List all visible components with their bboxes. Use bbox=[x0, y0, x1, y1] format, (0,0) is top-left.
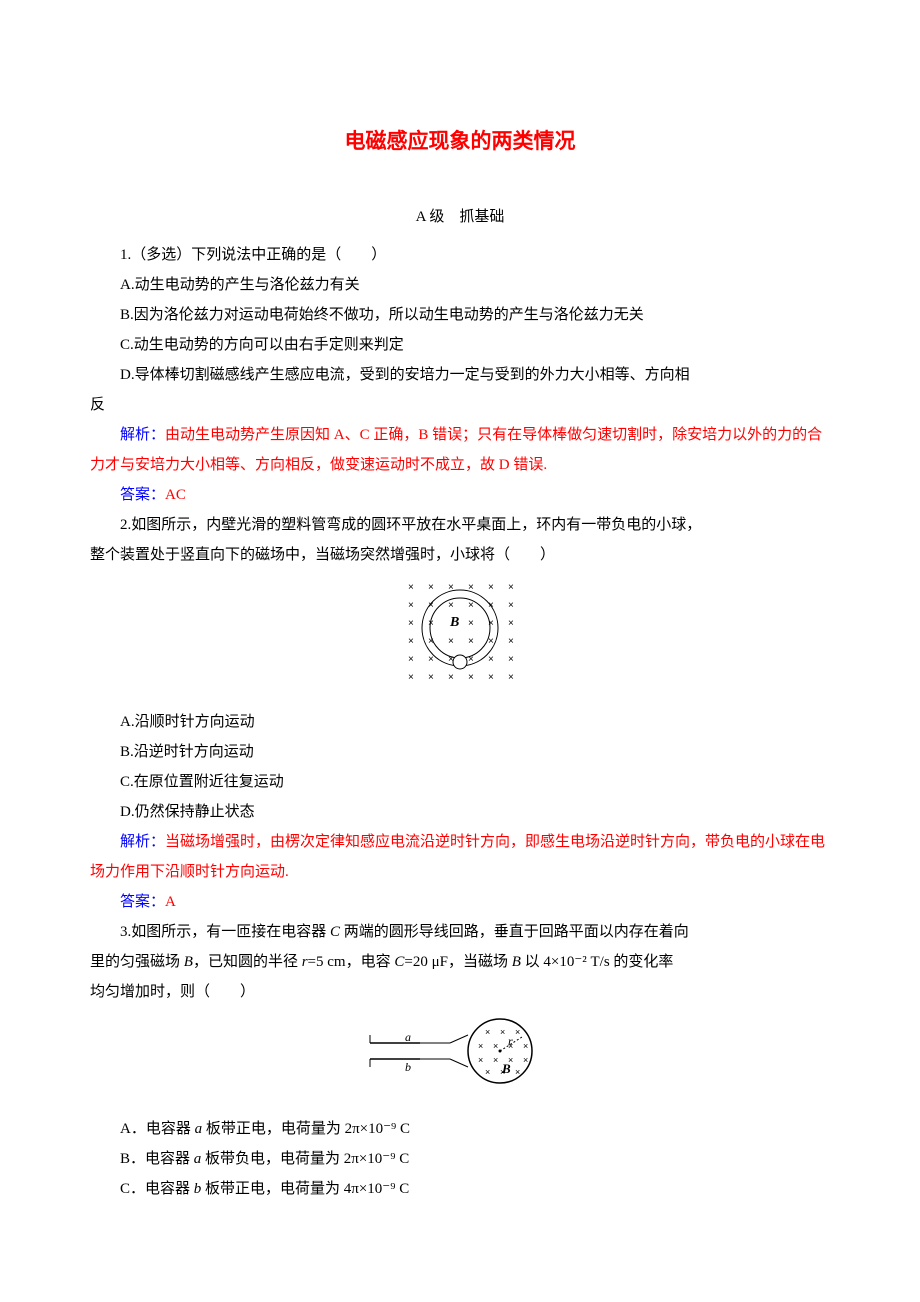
svg-text:×: × bbox=[448, 636, 454, 647]
explanation-label: 解析： bbox=[120, 427, 165, 443]
svg-text:×: × bbox=[493, 1041, 498, 1051]
section-label: A 级 抓基础 bbox=[90, 202, 830, 232]
q3-stem-line3: 均匀增加时，则（ ） bbox=[90, 977, 830, 1007]
q3-figure: a b ××× ×××× ×××× ××× r B bbox=[90, 1015, 830, 1106]
svg-text:×: × bbox=[428, 654, 434, 665]
svg-text:×: × bbox=[508, 618, 514, 629]
svg-text:×: × bbox=[428, 672, 434, 683]
explanation-text: 由动生电动势产生原因知 A、C 正确，B 错误；只有在导体棒做匀速切割时，除安培… bbox=[90, 427, 822, 473]
answer-label: 答案： bbox=[120, 487, 165, 503]
svg-text:×: × bbox=[515, 1067, 520, 1077]
svg-text:×: × bbox=[468, 600, 474, 611]
q1-option-d-line2: 反 bbox=[90, 390, 830, 420]
q3-option-a: A．电容器 a 板带正电，电荷量为 2π×10⁻⁹ C bbox=[90, 1114, 830, 1144]
q1-stem: 1.（多选）下列说法中正确的是（ ） bbox=[90, 240, 830, 270]
svg-text:×: × bbox=[508, 654, 514, 665]
document-page: 电磁感应现象的两类情况 A 级 抓基础 1.（多选）下列说法中正确的是（ ） A… bbox=[0, 0, 920, 1264]
svg-text:×: × bbox=[488, 582, 494, 593]
svg-text:×: × bbox=[408, 636, 414, 647]
svg-text:×: × bbox=[408, 618, 414, 629]
q1-option-c: C.动生电动势的方向可以由右手定则来判定 bbox=[90, 330, 830, 360]
svg-text:×: × bbox=[468, 618, 474, 629]
q1-answer: 答案：AC bbox=[90, 480, 830, 510]
q3-fig-label-b: b bbox=[405, 1060, 411, 1074]
svg-text:×: × bbox=[485, 1027, 490, 1037]
q2-option-d: D.仍然保持静止状态 bbox=[90, 797, 830, 827]
svg-text:×: × bbox=[493, 1055, 498, 1065]
document-title: 电磁感应现象的两类情况 bbox=[90, 120, 830, 162]
svg-text:×: × bbox=[508, 636, 514, 647]
q2-explanation: 解析：当磁场增强时，由楞次定律知感应电流沿逆时针方向，即感生电场沿逆时针方向，带… bbox=[90, 827, 830, 887]
q1-option-a: A.动生电动势的产生与洛伦兹力有关 bbox=[90, 270, 830, 300]
svg-text:×: × bbox=[468, 672, 474, 683]
q1-explanation: 解析：由动生电动势产生原因知 A、C 正确，B 错误；只有在导体棒做匀速切割时，… bbox=[90, 420, 830, 480]
svg-text:×: × bbox=[508, 600, 514, 611]
q2-option-b: B.沿逆时针方向运动 bbox=[90, 737, 830, 767]
svg-text:×: × bbox=[408, 600, 414, 611]
q2-option-c: C.在原位置附近往复运动 bbox=[90, 767, 830, 797]
answer-label: 答案： bbox=[120, 894, 165, 910]
svg-text:×: × bbox=[523, 1041, 528, 1051]
q2-option-a: A.沿顺时针方向运动 bbox=[90, 707, 830, 737]
svg-text:×: × bbox=[508, 672, 514, 683]
q3-stem-line2: 里的匀强磁场 B，已知圆的半径 r=5 cm，电容 C=20 μF，当磁场 B … bbox=[90, 947, 830, 977]
q3-stem-line1: 3.如图所示，有一匝接在电容器 C 两端的圆形导线回路，垂直于回路平面以内存在着… bbox=[90, 917, 830, 947]
svg-text:×: × bbox=[408, 582, 414, 593]
q3-fig-label-r: r bbox=[508, 1034, 513, 1048]
svg-text:×: × bbox=[478, 1041, 483, 1051]
q3-option-b: B．电容器 a 板带负电，电荷量为 2π×10⁻⁹ C bbox=[90, 1144, 830, 1174]
svg-text:×: × bbox=[485, 1067, 490, 1077]
svg-text:×: × bbox=[523, 1055, 528, 1065]
answer-text: AC bbox=[165, 487, 186, 503]
q3-fig-label-B: B bbox=[501, 1061, 511, 1076]
explanation-label: 解析： bbox=[120, 834, 165, 850]
svg-text:×: × bbox=[448, 672, 454, 683]
svg-text:×: × bbox=[515, 1027, 520, 1037]
q3-option-c: C．电容器 b 板带正电，电荷量为 4π×10⁻⁹ C bbox=[90, 1174, 830, 1204]
svg-text:×: × bbox=[408, 654, 414, 665]
q1-option-d-line1: D.导体棒切割磁感线产生感应电流，受到的安培力一定与受到的外力大小相等、方向相 bbox=[90, 360, 830, 390]
q2-stem-line2: 整个装置处于竖直向下的磁场中，当磁场突然增强时，小球将（ ） bbox=[90, 540, 830, 570]
q2-stem-line1: 2.如图所示，内壁光滑的塑料管弯成的圆环平放在水平桌面上，环内有一带负电的小球， bbox=[90, 510, 830, 540]
explanation-text: 当磁场增强时，由楞次定律知感应电流沿逆时针方向，即感生电场沿逆时针方向，带负电的… bbox=[90, 834, 825, 880]
svg-text:×: × bbox=[478, 1055, 483, 1065]
q3-fig-label-a: a bbox=[405, 1030, 411, 1044]
svg-text:×: × bbox=[468, 636, 474, 647]
svg-text:×: × bbox=[508, 582, 514, 593]
q2-answer: 答案：A bbox=[90, 887, 830, 917]
svg-text:×: × bbox=[448, 600, 454, 611]
q1-option-b: B.因为洛伦兹力对运动电荷始终不做功，所以动生电动势的产生与洛伦兹力无关 bbox=[90, 300, 830, 330]
svg-text:×: × bbox=[408, 672, 414, 683]
q2-figure: ×××××× ×××××× ××××× ×××××× ×××××× ××××××… bbox=[90, 578, 830, 699]
svg-text:×: × bbox=[488, 672, 494, 683]
answer-text: A bbox=[165, 894, 176, 910]
q3-diagram-svg: a b ××× ×××× ×××× ××× r B bbox=[350, 1015, 570, 1095]
svg-text:×: × bbox=[488, 654, 494, 665]
q2-figure-label-B: B bbox=[449, 615, 459, 630]
svg-text:×: × bbox=[428, 582, 434, 593]
q2-diagram-svg: ×××××× ×××××× ××××× ×××××× ×××××× ××××××… bbox=[390, 578, 530, 688]
svg-text:×: × bbox=[500, 1027, 505, 1037]
